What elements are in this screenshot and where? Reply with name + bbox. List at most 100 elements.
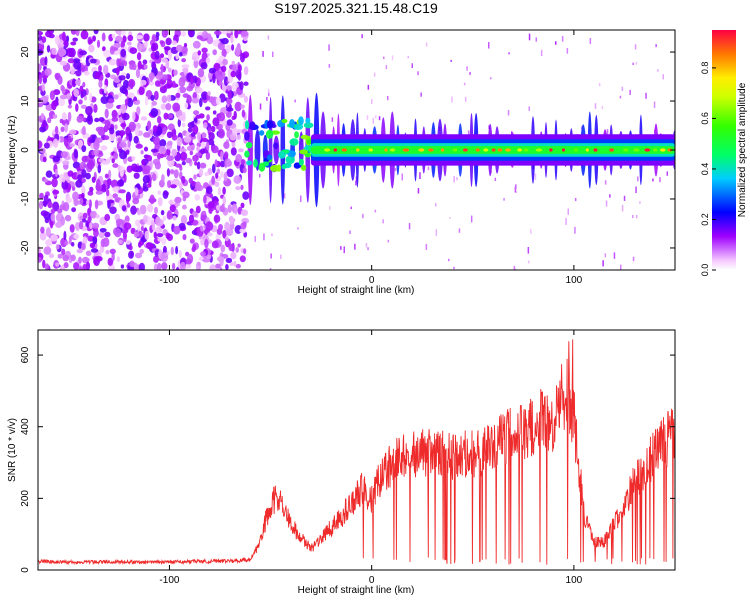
noise-blob <box>162 245 167 254</box>
noise-blob <box>121 30 126 36</box>
noise-blob <box>138 262 145 270</box>
noise-blob <box>98 231 105 239</box>
noise-speck <box>635 61 638 65</box>
noise-speck <box>420 92 422 97</box>
noise-speck <box>659 177 661 183</box>
noise-speck <box>619 95 622 99</box>
noise-blob <box>89 210 98 219</box>
noise-blob <box>128 245 133 251</box>
noise-blob <box>94 199 99 210</box>
onset-blob <box>244 120 250 130</box>
noise-speck <box>387 239 390 243</box>
noise-speck <box>417 188 420 194</box>
noise-blob <box>159 139 167 148</box>
noise-blob <box>111 117 119 122</box>
noise-blob <box>73 60 82 70</box>
noise-blob <box>119 167 124 177</box>
noise-blob <box>181 64 190 69</box>
noise-speck <box>297 227 299 230</box>
noise-blob <box>220 171 224 178</box>
noise-blob <box>168 51 172 61</box>
noise-blob <box>200 238 206 246</box>
noise-blob <box>104 108 109 119</box>
noise-blob <box>178 51 183 57</box>
noise-blob <box>143 64 148 70</box>
noise-blob <box>41 36 47 43</box>
noise-blob <box>180 31 186 37</box>
x-tick-label: -100 <box>159 575 179 586</box>
noise-speck <box>490 77 492 80</box>
line-peak <box>667 148 673 152</box>
noise-blob <box>167 67 172 73</box>
noise-blob <box>214 181 220 187</box>
colorbar-ticks: 0.0 0.2 0.4 0.6 0.8 <box>700 62 716 276</box>
noise-blob <box>233 260 237 267</box>
noise-blob <box>226 98 233 105</box>
noise-speck <box>267 88 270 93</box>
noise-blob <box>38 102 44 108</box>
y-tick-label: 200 <box>20 490 31 507</box>
noise-blob <box>225 257 233 263</box>
x-tick-label: 100 <box>566 275 583 286</box>
noise-blob <box>196 161 201 170</box>
noise-blob <box>154 161 161 170</box>
noise-blob <box>117 137 123 143</box>
noise-blob <box>92 235 98 245</box>
line-peak <box>475 148 480 152</box>
noise-speck <box>254 236 256 242</box>
noise-blob <box>196 145 200 152</box>
noise-speck <box>367 247 369 251</box>
noise-blob <box>161 30 168 38</box>
onset-blob <box>258 162 266 172</box>
noise-blob <box>229 133 237 141</box>
y-tick-label: -20 <box>20 240 31 255</box>
noise-blob <box>40 226 45 234</box>
noise-blob <box>146 203 154 213</box>
noise-blob <box>226 30 232 34</box>
noise-blob <box>157 116 162 124</box>
noise-blob <box>145 242 154 250</box>
noise-blob <box>175 92 181 99</box>
noise-blob <box>200 148 205 155</box>
noise-blob <box>192 92 197 100</box>
noise-blob <box>128 131 133 142</box>
noise-blob <box>239 228 247 234</box>
noise-blob <box>117 239 123 244</box>
noise-blob <box>52 189 60 195</box>
noise-blob <box>100 238 106 248</box>
noise-blob <box>165 232 171 239</box>
noise-blob <box>224 236 229 242</box>
noise-speck <box>328 44 330 51</box>
noise-blob <box>223 141 230 149</box>
noise-blob <box>166 94 172 103</box>
noise-blob <box>64 214 72 222</box>
noise-blob <box>223 151 229 160</box>
noise-speck <box>450 59 452 62</box>
noise-speck <box>350 206 352 210</box>
noise-blob <box>207 91 211 96</box>
noise-blob <box>209 264 216 270</box>
onset-blob <box>278 151 286 159</box>
noise-blob <box>81 145 87 153</box>
noise-blob <box>195 114 201 119</box>
noise-blob <box>162 215 167 222</box>
noise-blob <box>68 235 72 245</box>
noise-blob <box>180 214 188 225</box>
noise-speck <box>605 200 608 207</box>
noise-blob <box>214 159 218 167</box>
noise-blob <box>40 210 48 217</box>
noise-blob <box>166 168 170 177</box>
noise-blob <box>89 242 96 249</box>
noise-blob <box>51 100 57 111</box>
noise-blob <box>199 97 203 108</box>
noise-blob <box>55 244 60 250</box>
noise-blob <box>192 75 198 84</box>
noise-blob <box>128 121 136 131</box>
noise-blob <box>240 52 245 63</box>
noise-speck <box>488 42 490 49</box>
noise-blob <box>155 216 161 227</box>
noise-blob <box>41 82 45 92</box>
noise-blob <box>119 141 127 148</box>
noise-blob <box>49 90 56 101</box>
